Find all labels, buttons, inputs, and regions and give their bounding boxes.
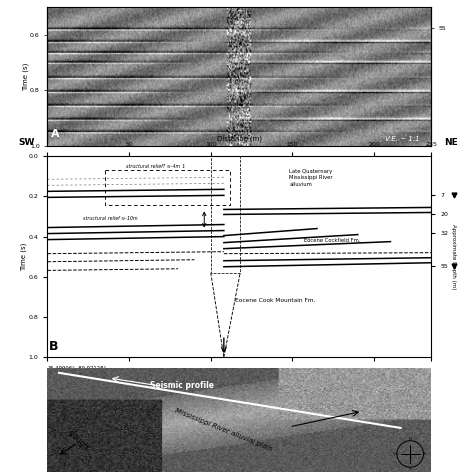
Text: 35.49906°,-89.97128°: 35.49906°,-89.97128° xyxy=(47,366,107,371)
Y-axis label: Time (s): Time (s) xyxy=(22,62,28,91)
Text: Mississippi River alluvial plain: Mississippi River alluvial plain xyxy=(174,408,273,452)
Y-axis label: Time (s): Time (s) xyxy=(20,243,27,271)
X-axis label: Distance (m): Distance (m) xyxy=(217,136,262,142)
Text: slough: slough xyxy=(65,428,91,452)
Text: SW: SW xyxy=(18,138,35,147)
Text: Late Quaternary
Mississippi River
alluvium: Late Quaternary Mississippi River alluvi… xyxy=(289,169,333,187)
Text: B: B xyxy=(49,340,59,353)
Y-axis label: Approximate Depth (m): Approximate Depth (m) xyxy=(451,224,456,290)
Text: V.E. ~ 1:1: V.E. ~ 1:1 xyxy=(385,136,420,142)
Text: A: A xyxy=(51,129,60,139)
Text: Seismic profile: Seismic profile xyxy=(150,382,214,391)
Text: Eocene Cockfield Fm.: Eocene Cockfield Fm. xyxy=(304,238,360,243)
Text: structural relief ≈-10m: structural relief ≈-10m xyxy=(83,216,138,220)
Text: Eocene Cook Mountain Fm.: Eocene Cook Mountain Fm. xyxy=(235,299,316,303)
Text: NE: NE xyxy=(445,138,458,147)
Text: structural relief? ≈-4m ↕: structural relief? ≈-4m ↕ xyxy=(126,164,185,169)
